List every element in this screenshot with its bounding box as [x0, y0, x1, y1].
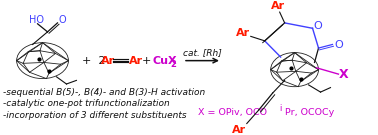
Text: +: +: [142, 56, 155, 66]
Text: Ar: Ar: [236, 28, 250, 38]
Text: Ar: Ar: [129, 56, 143, 66]
Text: +  2: + 2: [82, 56, 109, 66]
Text: 2: 2: [170, 60, 176, 69]
Text: -incorporation of 3 different substituents: -incorporation of 3 different substituen…: [3, 111, 186, 120]
Text: Ar: Ar: [101, 56, 115, 66]
Text: cat. [Rh]: cat. [Rh]: [183, 48, 222, 57]
Text: -sequential B(5)-, B(4)- and B(3)-H activation: -sequential B(5)-, B(4)- and B(3)-H acti…: [3, 88, 205, 97]
Text: O: O: [59, 15, 66, 25]
Text: O: O: [313, 21, 322, 31]
Text: Ar: Ar: [232, 125, 246, 135]
Text: CuX: CuX: [152, 56, 177, 66]
Text: -catalytic one-pot trifunctionalization: -catalytic one-pot trifunctionalization: [3, 99, 169, 108]
Text: HO: HO: [29, 15, 44, 25]
Text: Pr, OCOCy: Pr, OCOCy: [285, 108, 334, 117]
Text: X = OPiv, OCO: X = OPiv, OCO: [198, 108, 267, 117]
Text: X: X: [339, 68, 348, 81]
Text: i: i: [280, 104, 282, 113]
Text: O: O: [334, 40, 343, 50]
Text: Ar: Ar: [271, 1, 285, 11]
